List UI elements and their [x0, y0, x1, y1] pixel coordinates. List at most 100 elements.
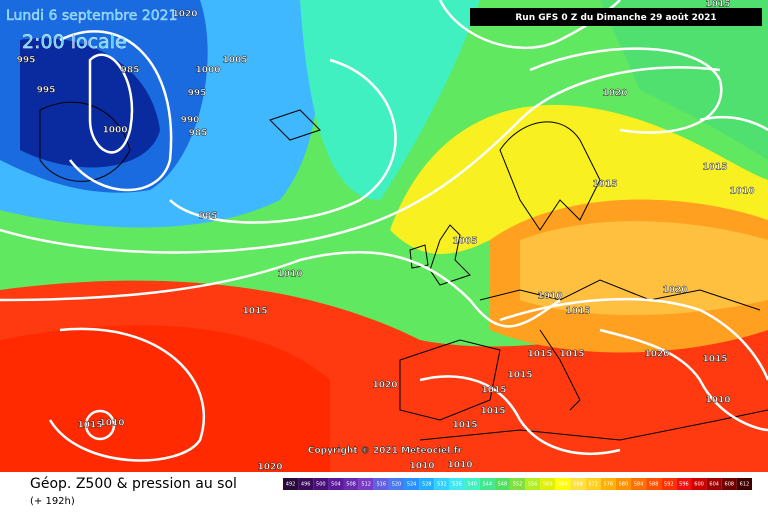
forecast-date: Lundi 6 septembre 2021: [6, 8, 177, 24]
isobar-label: 1015: [480, 407, 505, 417]
isobar-label: 1015: [507, 371, 532, 381]
run-box: [470, 8, 762, 26]
scale-label: 568: [573, 482, 583, 488]
run-info: Run GFS 0 Z du Dimanche 29 août 2021: [515, 13, 716, 23]
isobar-label: 1010: [537, 292, 562, 302]
isobar-label: 1015: [481, 386, 506, 396]
isobar-label: 1005: [222, 56, 247, 66]
scale-label: 508: [346, 482, 356, 488]
isobar-label: 995: [37, 86, 56, 96]
isobar-label: 1015: [592, 180, 617, 190]
scale-cell: [464, 478, 480, 490]
scale-label: 592: [664, 482, 674, 488]
scale-label: 584: [634, 482, 644, 488]
isobar-label: 1010: [447, 461, 472, 471]
scale-label: 544: [482, 482, 492, 488]
isobar-label: 1015: [702, 163, 727, 173]
scale-cell: [646, 478, 662, 490]
scale-cell: [343, 478, 359, 490]
isobar-label: 1000: [102, 126, 127, 136]
scale-cell: [358, 478, 374, 490]
scale-label: 576: [604, 482, 614, 488]
isobar-labels: 9959959851000102010001005995990985985101…: [16, 0, 754, 473]
isobar-label: 995: [188, 89, 207, 99]
scale-label: 540: [467, 482, 477, 488]
scale-cell: [283, 478, 299, 490]
isobar-label: 1015: [705, 0, 730, 10]
isobar-label: 1020: [372, 381, 397, 391]
scale-label: 536: [452, 482, 462, 488]
isobar-label: 1015: [242, 307, 267, 317]
scale-cell: [388, 478, 405, 490]
isobar-label: 985: [189, 129, 208, 139]
scale-label: 516: [377, 482, 387, 488]
scale-cell: [600, 478, 616, 490]
scale-label: 548: [498, 482, 508, 488]
scale-label: 492: [286, 482, 296, 488]
isobar-label: 1010: [99, 419, 124, 429]
isobar-label: 1020: [602, 89, 627, 99]
isobar-label: 985: [121, 66, 140, 76]
scale-label: 604: [709, 482, 719, 488]
isobar-label: 990: [181, 116, 200, 126]
isobar-label: 1020: [172, 10, 197, 20]
scale-label: 496: [301, 482, 311, 488]
isobar-label: 1015: [527, 350, 552, 360]
scale-cell: [373, 478, 389, 490]
scale-cell: [313, 478, 329, 490]
scale-label: 528: [422, 482, 432, 488]
scale-label: 608: [725, 482, 735, 488]
scale-label: 612: [740, 482, 750, 488]
isobar-label: 1020: [257, 463, 282, 473]
isobar-label: 1000: [195, 66, 220, 76]
isobar-label: 1015: [565, 307, 590, 317]
scale-label: 580: [619, 482, 629, 488]
coastlines: [39, 101, 768, 441]
scale-label: 560: [543, 482, 553, 488]
scale-cell: [540, 478, 556, 490]
scale-cell: [630, 478, 647, 490]
scale-cell: [328, 478, 344, 490]
forecast-time: 2:00 locale: [22, 31, 127, 53]
isobar-label: 1020: [644, 350, 669, 360]
isobar-label: 1015: [559, 350, 584, 360]
scale-label: 504: [331, 482, 341, 488]
scale-cell: [615, 478, 631, 490]
scale-label: 552: [513, 482, 523, 488]
scale-label: 596: [679, 482, 689, 488]
footer-title: Géop. Z500 & pression au sol: [30, 476, 237, 492]
scale-label: 500: [316, 482, 326, 488]
scale-label: 588: [649, 482, 659, 488]
scale-cell: [661, 478, 677, 490]
map-background: [0, 0, 768, 472]
footer-lead: (+ 192h): [30, 496, 75, 507]
copyright: Copyright © 2021 Meteociel.fr: [308, 446, 463, 456]
scale-label: 600: [694, 482, 704, 488]
scale-label: 512: [361, 482, 371, 488]
scale-cell: [494, 478, 510, 490]
color-scale: 492 496 500 504 508 512 516 520 524 528 532 536 540 5…: [283, 478, 752, 490]
scale-cell: [509, 478, 526, 490]
scale-cell: [676, 478, 692, 490]
scale-label: 524: [407, 482, 417, 488]
isobar-label: 1010: [409, 462, 434, 472]
scale-cell: [479, 478, 495, 490]
scale-cell: [585, 478, 601, 490]
scale-cell: [449, 478, 465, 490]
scale-cell: [525, 478, 541, 490]
isobar-label: 1005: [452, 237, 477, 247]
isobar-label: 1010: [729, 187, 754, 197]
scale-label: 556: [528, 482, 538, 488]
scale-cell: [298, 478, 314, 490]
scale-cell: [570, 478, 586, 490]
scale-cell: [434, 478, 450, 490]
scale-cell: [721, 478, 737, 490]
isobar-label: 1020: [662, 286, 687, 296]
isobar-label: 1015: [452, 421, 477, 431]
scale-label: 572: [588, 482, 598, 488]
isobar-label: 1015: [702, 355, 727, 365]
scale-label: 520: [392, 482, 402, 488]
scale-label: 564: [558, 482, 568, 488]
isobar-label: 1010: [277, 270, 302, 280]
